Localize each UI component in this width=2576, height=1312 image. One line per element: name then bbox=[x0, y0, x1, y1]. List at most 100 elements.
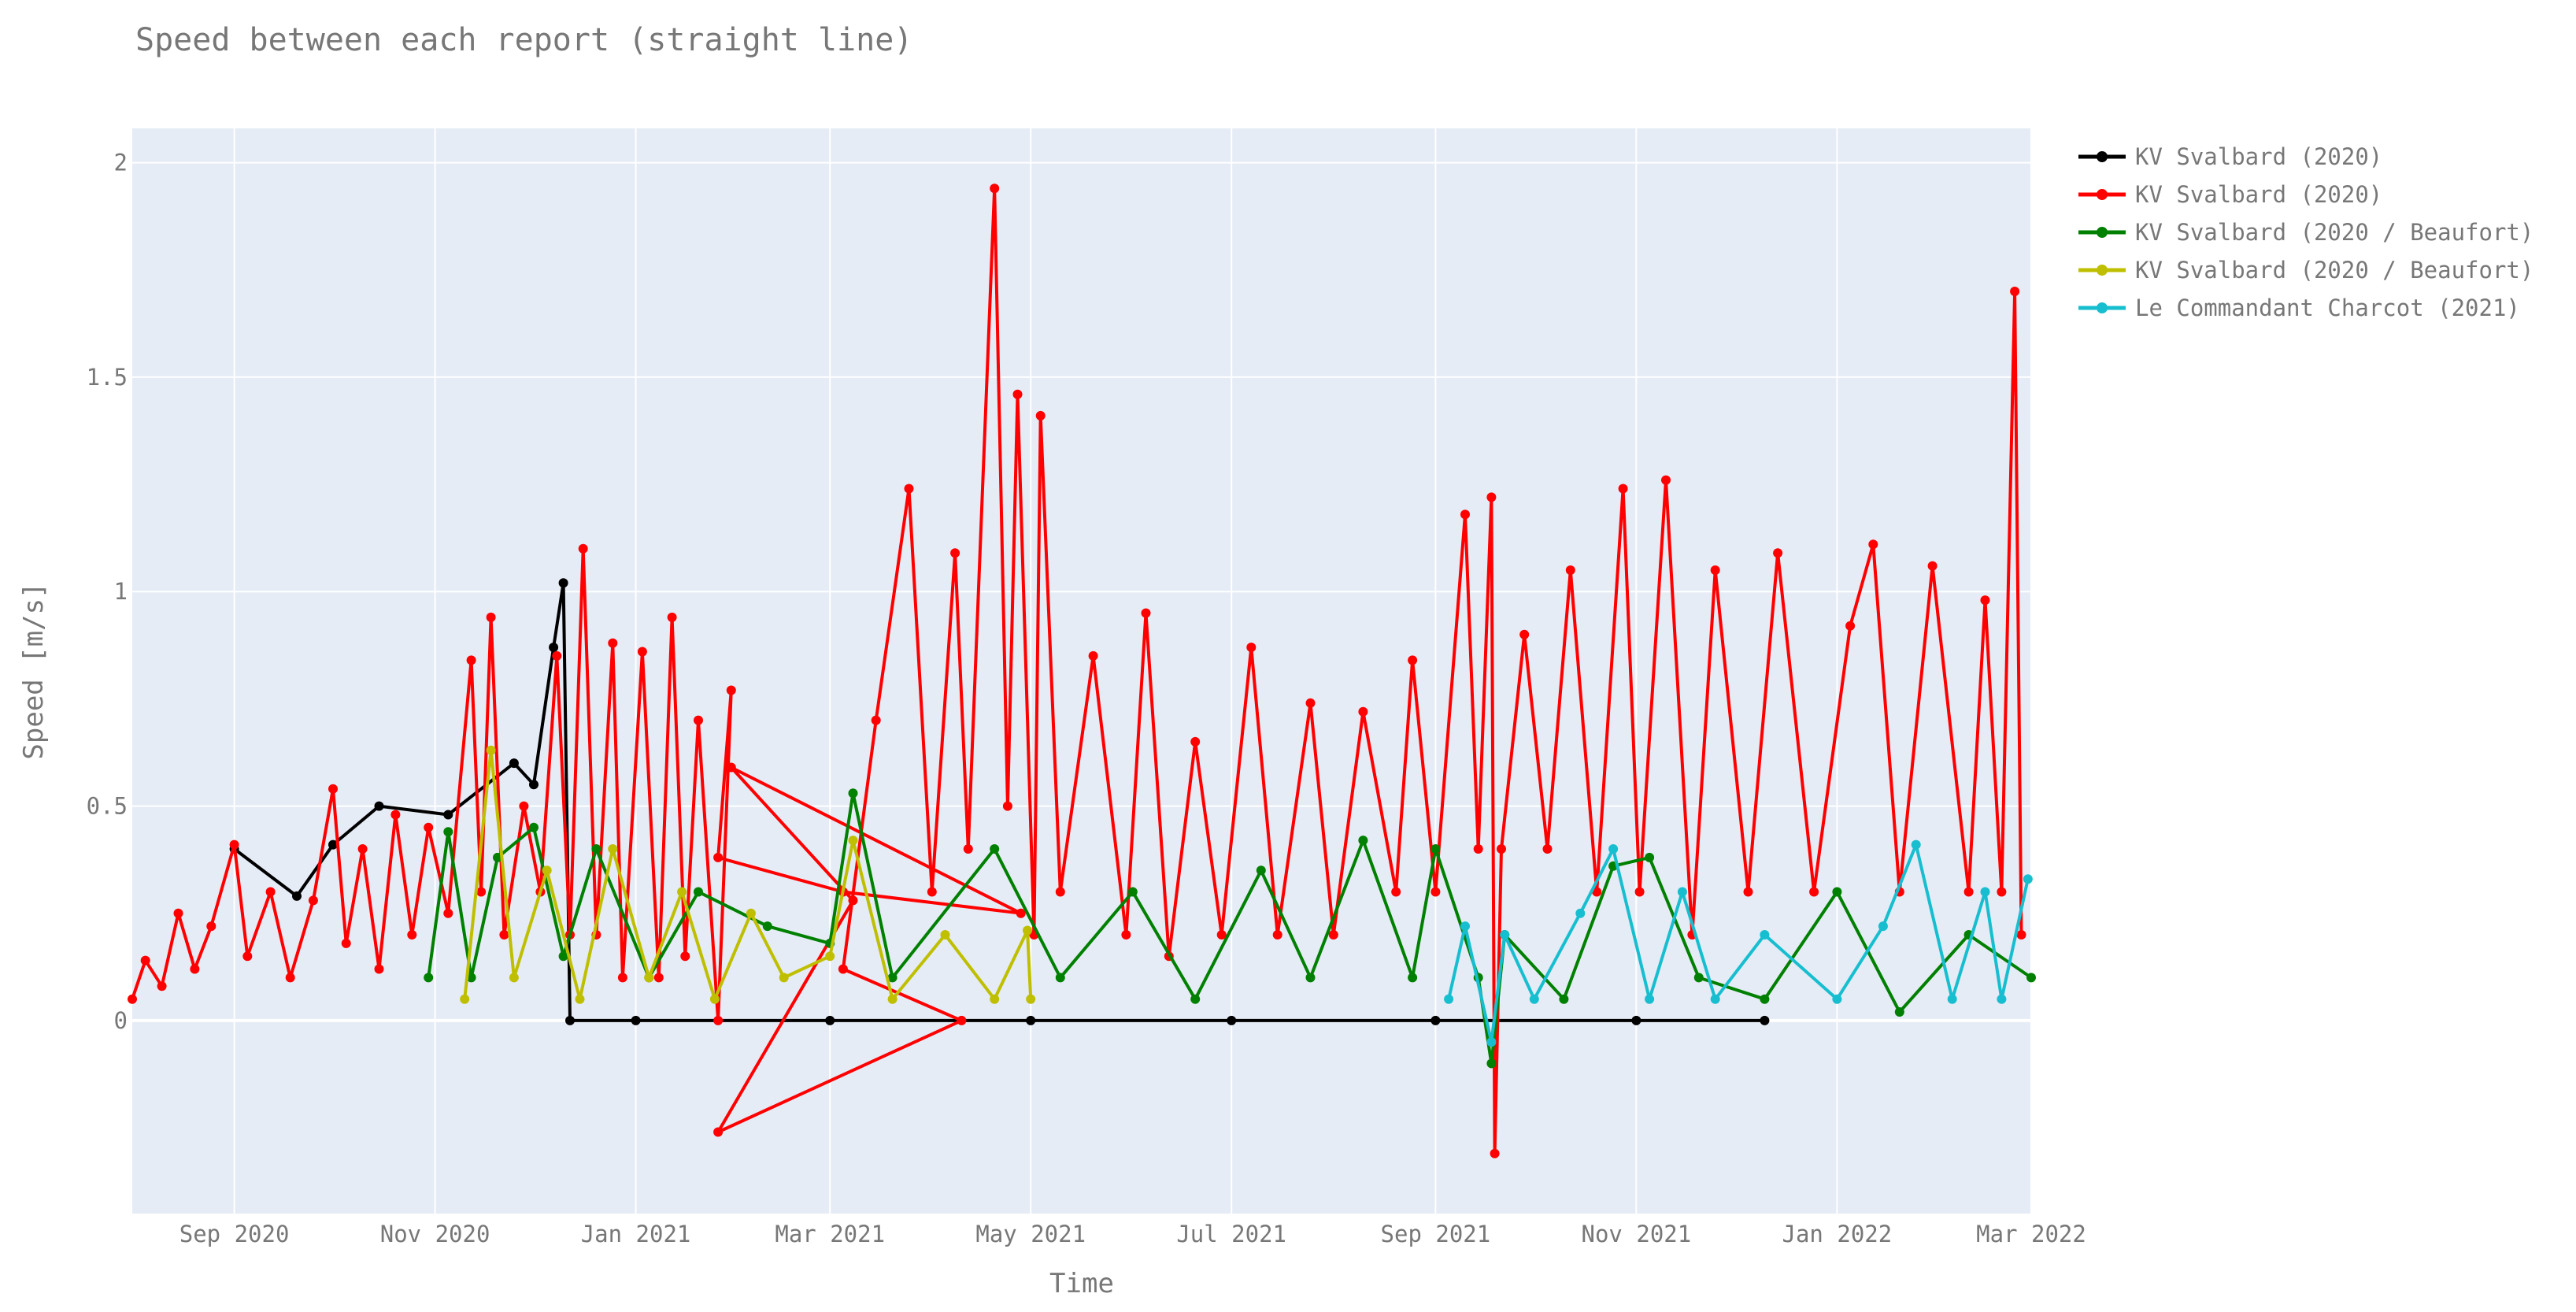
legend-item[interactable]: Le Commandant Charcot (2021) bbox=[2078, 295, 2520, 321]
data-point bbox=[950, 548, 960, 558]
data-point bbox=[1473, 844, 1483, 854]
chart-title: Speed between each report (straight line… bbox=[135, 22, 912, 58]
data-point bbox=[499, 930, 509, 940]
data-point bbox=[1016, 908, 1026, 918]
data-point bbox=[848, 836, 858, 846]
legend-item[interactable]: KV Svalbard (2020) bbox=[2078, 181, 2382, 208]
data-point bbox=[466, 973, 476, 983]
legend-label: Le Commandant Charcot (2021) bbox=[2135, 295, 2520, 321]
data-point bbox=[713, 852, 724, 862]
data-point bbox=[558, 951, 568, 962]
legend[interactable]: KV Svalbard (2020) KV Svalbard (2020) KV S… bbox=[2078, 143, 2533, 321]
legend-swatch-marker bbox=[2097, 265, 2108, 276]
data-point bbox=[1358, 706, 1368, 717]
data-point bbox=[1618, 484, 1628, 494]
data-point bbox=[677, 887, 687, 897]
legend-item[interactable]: KV Svalbard (2020 / Beaufort) bbox=[2078, 257, 2533, 284]
x-tick-label: Sep 2020 bbox=[180, 1221, 290, 1247]
data-point bbox=[1845, 621, 1856, 631]
x-tick-label: May 2021 bbox=[975, 1221, 1086, 1247]
data-point bbox=[1565, 565, 1575, 575]
data-point bbox=[229, 839, 239, 850]
x-tick-label: Nov 2020 bbox=[380, 1221, 490, 1247]
data-point bbox=[2010, 287, 2020, 296]
data-point bbox=[1486, 1037, 1497, 1047]
legend-swatch-marker bbox=[2097, 151, 2108, 162]
data-point bbox=[1460, 921, 1470, 932]
data-point bbox=[1141, 608, 1151, 618]
data-point bbox=[608, 638, 618, 648]
data-point bbox=[328, 839, 338, 850]
data-point bbox=[1878, 921, 1888, 932]
data-point bbox=[486, 612, 496, 622]
data-point bbox=[1997, 994, 2007, 1004]
data-point bbox=[1634, 887, 1645, 897]
data-point bbox=[529, 822, 539, 832]
data-point bbox=[1529, 994, 1539, 1004]
data-point bbox=[308, 895, 318, 906]
data-point bbox=[1631, 1015, 1641, 1025]
x-tick-label: Jul 2021 bbox=[1176, 1221, 1286, 1247]
data-point bbox=[1460, 510, 1470, 520]
data-point bbox=[1832, 994, 1842, 1004]
data-point bbox=[292, 891, 302, 901]
series-line bbox=[1447, 843, 2030, 1044]
data-point bbox=[1055, 887, 1065, 897]
data-point bbox=[1444, 994, 1454, 1004]
data-point bbox=[1358, 836, 1368, 846]
data-point bbox=[1305, 698, 1316, 708]
data-point bbox=[1710, 994, 1720, 1004]
y-axis-ticks: 0 0.5 1 1.5 2 bbox=[87, 150, 128, 1034]
data-point bbox=[575, 994, 585, 1004]
data-point bbox=[1035, 410, 1046, 421]
data-point bbox=[1677, 887, 1687, 897]
data-point bbox=[1023, 925, 1032, 936]
data-point bbox=[476, 887, 487, 897]
data-point bbox=[529, 780, 539, 790]
data-point bbox=[1832, 887, 1842, 897]
data-point bbox=[1661, 475, 1671, 485]
x-tick-label: Mar 2021 bbox=[775, 1221, 885, 1247]
data-point bbox=[2023, 874, 2033, 884]
data-point bbox=[1575, 908, 1586, 918]
data-point bbox=[565, 1015, 575, 1025]
data-point bbox=[1305, 973, 1316, 983]
data-point bbox=[1997, 887, 2007, 897]
data-point bbox=[1760, 1015, 1770, 1025]
plot-area bbox=[132, 128, 2031, 1214]
data-point bbox=[140, 955, 150, 965]
data-point bbox=[825, 951, 835, 962]
data-point bbox=[713, 1015, 724, 1025]
x-axis-title: Time bbox=[1049, 1268, 1114, 1299]
legend-label: KV Svalbard (2020 / Beaufort) bbox=[2135, 219, 2533, 246]
data-point bbox=[190, 964, 200, 974]
data-point bbox=[1408, 655, 1418, 665]
data-point bbox=[1809, 887, 1819, 897]
data-point bbox=[1002, 801, 1012, 811]
data-point bbox=[904, 484, 914, 494]
data-point bbox=[591, 844, 601, 854]
data-point bbox=[990, 183, 1000, 194]
data-point bbox=[990, 844, 1000, 854]
x-axis-ticks: Sep 2020 Nov 2020 Jan 2021 Mar 2021 May 2021… bbox=[180, 1221, 2086, 1247]
data-point bbox=[443, 827, 453, 837]
legend-item[interactable]: KV Svalbard (2020) bbox=[2078, 143, 2382, 170]
data-point bbox=[2016, 930, 2026, 940]
data-point bbox=[1012, 389, 1023, 399]
data-point bbox=[653, 973, 664, 983]
x-tick-label: Jan 2021 bbox=[581, 1221, 691, 1247]
data-point bbox=[341, 938, 351, 948]
y-tick-label: 1 bbox=[114, 578, 128, 605]
data-point bbox=[285, 973, 295, 983]
data-point bbox=[887, 973, 898, 983]
data-point bbox=[509, 973, 519, 983]
x-tick-label: Nov 2021 bbox=[1582, 1221, 1692, 1247]
data-point bbox=[940, 930, 950, 940]
data-point bbox=[549, 643, 559, 652]
data-point bbox=[1760, 994, 1770, 1004]
data-point bbox=[128, 994, 137, 1004]
data-point bbox=[1246, 643, 1257, 652]
legend-item[interactable]: KV Svalbard (2020 / Beaufort) bbox=[2078, 219, 2533, 246]
x-tick-label: Jan 2022 bbox=[1782, 1221, 1893, 1247]
